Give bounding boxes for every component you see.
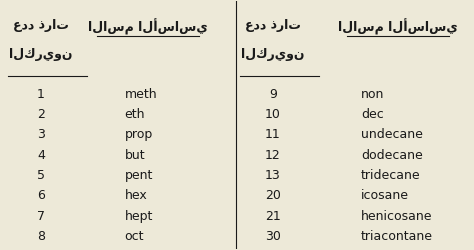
Text: 11: 11 (265, 128, 281, 141)
Text: 30: 30 (265, 230, 281, 243)
Text: الكريون: الكريون (241, 48, 305, 61)
Text: hept: hept (124, 210, 153, 222)
Text: undecane: undecane (361, 128, 423, 141)
Text: tridecane: tridecane (361, 169, 421, 182)
Text: 21: 21 (265, 210, 281, 222)
Text: 13: 13 (265, 169, 281, 182)
Text: 12: 12 (265, 149, 281, 162)
Text: الاسم الأساسي: الاسم الأساسي (338, 19, 458, 35)
Text: non: non (361, 88, 384, 101)
Text: 3: 3 (37, 128, 45, 141)
Text: 7: 7 (37, 210, 45, 222)
Text: oct: oct (124, 230, 144, 243)
Text: 9: 9 (269, 88, 277, 101)
Text: عدد ذرات: عدد ذرات (13, 19, 69, 32)
Text: الاسم الأساسي: الاسم الأساسي (88, 19, 208, 35)
Text: dec: dec (361, 108, 384, 121)
Text: but: but (124, 149, 145, 162)
Text: 20: 20 (265, 189, 281, 202)
Text: 6: 6 (37, 189, 45, 202)
Text: الكريون: الكريون (9, 48, 73, 61)
Text: triacontane: triacontane (361, 230, 433, 243)
Text: icosane: icosane (361, 189, 409, 202)
Text: eth: eth (124, 108, 145, 121)
Text: عدد ذرات: عدد ذرات (245, 19, 301, 32)
Text: henicosane: henicosane (361, 210, 433, 222)
Text: hex: hex (124, 189, 147, 202)
Text: 5: 5 (37, 169, 45, 182)
Text: 10: 10 (265, 108, 281, 121)
Text: 2: 2 (37, 108, 45, 121)
Text: pent: pent (124, 169, 153, 182)
Text: meth: meth (124, 88, 157, 101)
Text: 4: 4 (37, 149, 45, 162)
Text: prop: prop (124, 128, 153, 141)
Text: 8: 8 (37, 230, 45, 243)
Text: dodecane: dodecane (361, 149, 423, 162)
Text: 1: 1 (37, 88, 45, 101)
